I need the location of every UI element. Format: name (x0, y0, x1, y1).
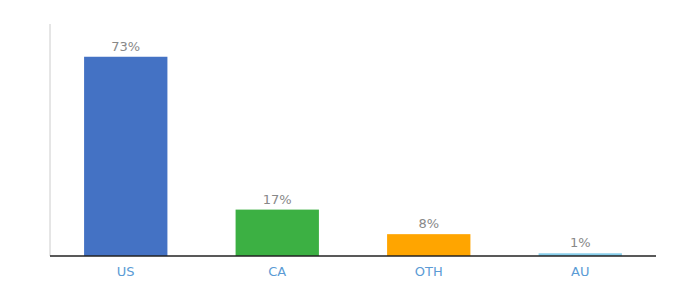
data-label: 17% (263, 192, 292, 207)
page: {"chart_data": {"type": "bar", "categori… (0, 0, 680, 300)
x-tick-label: AU (571, 264, 589, 279)
data-label: 73% (111, 39, 140, 54)
chart: US CA OTH AU 73% 17% 8% 1% (0, 0, 680, 300)
bar (236, 210, 319, 256)
chart-container: US CA OTH AU 73% 17% 8% 1% (0, 0, 680, 300)
x-axis-line (50, 255, 656, 257)
data-label: 1% (570, 235, 591, 250)
x-tick-label: US (117, 264, 135, 279)
bar (84, 57, 167, 256)
bar (387, 234, 470, 256)
x-axis: US CA OTH AU (117, 264, 590, 279)
data-labels: 73% 17% 8% 1% (111, 39, 590, 251)
x-tick-label: OTH (415, 264, 443, 279)
bars (84, 57, 622, 256)
data-label: 8% (418, 216, 439, 231)
x-tick-label: CA (268, 264, 286, 279)
y-axis-line (50, 24, 51, 256)
